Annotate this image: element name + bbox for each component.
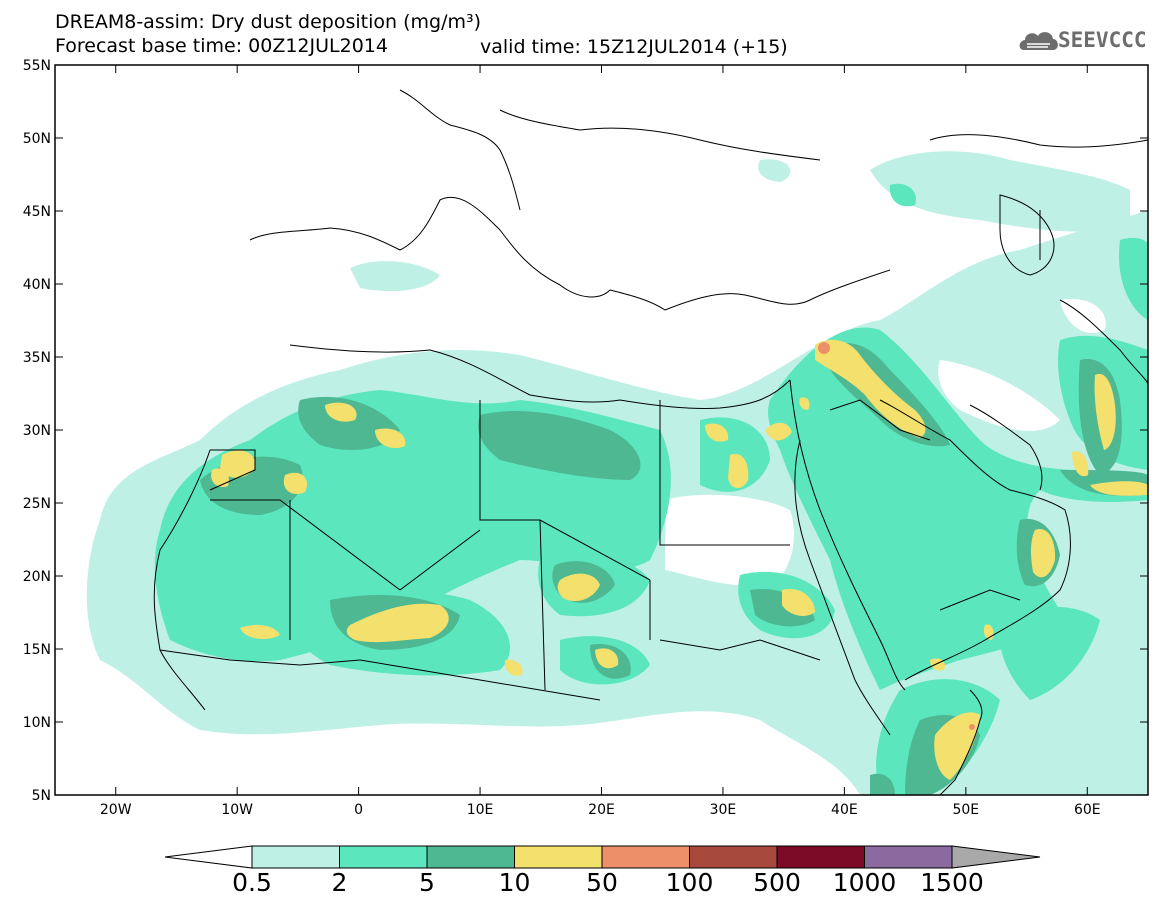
lat-tick-label: 15N <box>23 642 51 658</box>
colorbar-swatch <box>864 845 953 869</box>
lat-tick-label: 30N <box>23 423 51 439</box>
lon-tick-label: 50E <box>952 802 979 818</box>
colorbar-swatch <box>339 845 428 869</box>
colorbar-label: 2 <box>331 868 348 897</box>
colorbar-label: 500 <box>753 868 801 897</box>
lat-tick-label: 40N <box>23 277 51 293</box>
colorbar-swatch <box>601 845 690 869</box>
colorbar-swatch <box>776 845 865 869</box>
colorbar-label: 100 <box>665 868 714 897</box>
lon-tick-label: 20E <box>588 802 615 818</box>
lat-tick-label: 5N <box>32 788 51 804</box>
lat-tick-label: 50N <box>23 131 51 147</box>
lon-tick-label: 10E <box>467 802 494 818</box>
colorbar-under-arrow <box>164 845 253 869</box>
colorbar-label: 1500 <box>920 868 984 897</box>
lat-tick-label: 55N <box>23 58 51 74</box>
dust-field <box>86 151 1148 795</box>
colorbar-swatch <box>251 845 340 869</box>
colorbar-swatch <box>514 845 603 869</box>
colorbar-label: 0.5 <box>232 868 272 897</box>
valid-time: valid time: 15Z12JUL2014 (+15) <box>480 36 788 58</box>
colorbar-label: 5 <box>419 868 435 897</box>
lon-tick-label: 60E <box>1074 802 1101 818</box>
colorbar-label: 1000 <box>832 868 897 897</box>
colorbar-swatch <box>426 845 515 869</box>
lat-tick-label: 45N <box>23 204 51 220</box>
lat-tick-label: 20N <box>23 569 51 585</box>
lat-tick-label: 25N <box>23 496 51 512</box>
lat-tick-label: 35N <box>23 350 51 366</box>
title-line-2: Forecast base time: 00Z12JUL2014 <box>55 35 388 57</box>
colorbar <box>164 845 1041 869</box>
lon-tick-label: 10W <box>221 802 253 818</box>
lon-tick-label: 30E <box>710 802 737 818</box>
logo-text: SEEVCCC <box>1058 28 1147 52</box>
lon-tick-label: 20W <box>100 802 132 818</box>
title-line-1: DREAM8-assim: Dry dust deposition (mg/m³… <box>55 11 482 33</box>
colorbar-label: 50 <box>586 868 618 897</box>
dust-level-50 <box>818 342 975 730</box>
axis-ticks: 20W 10W 0 10E 20E 30E 40E 50E 60E 55N 50N 45N 40N 35N… <box>23 58 1148 818</box>
dust-level-10 <box>211 339 1148 780</box>
lon-tick-label: 40E <box>831 802 858 818</box>
colorbar-label: 10 <box>498 868 531 897</box>
coastlines <box>153 89 1148 795</box>
colorbar-over-arrow <box>951 845 1041 869</box>
lat-tick-label: 10N <box>23 715 51 731</box>
colorbar-swatch <box>689 845 778 869</box>
seevccc-cloud-logo-icon <box>1019 32 1058 50</box>
lon-tick-label: 0 <box>354 802 363 818</box>
